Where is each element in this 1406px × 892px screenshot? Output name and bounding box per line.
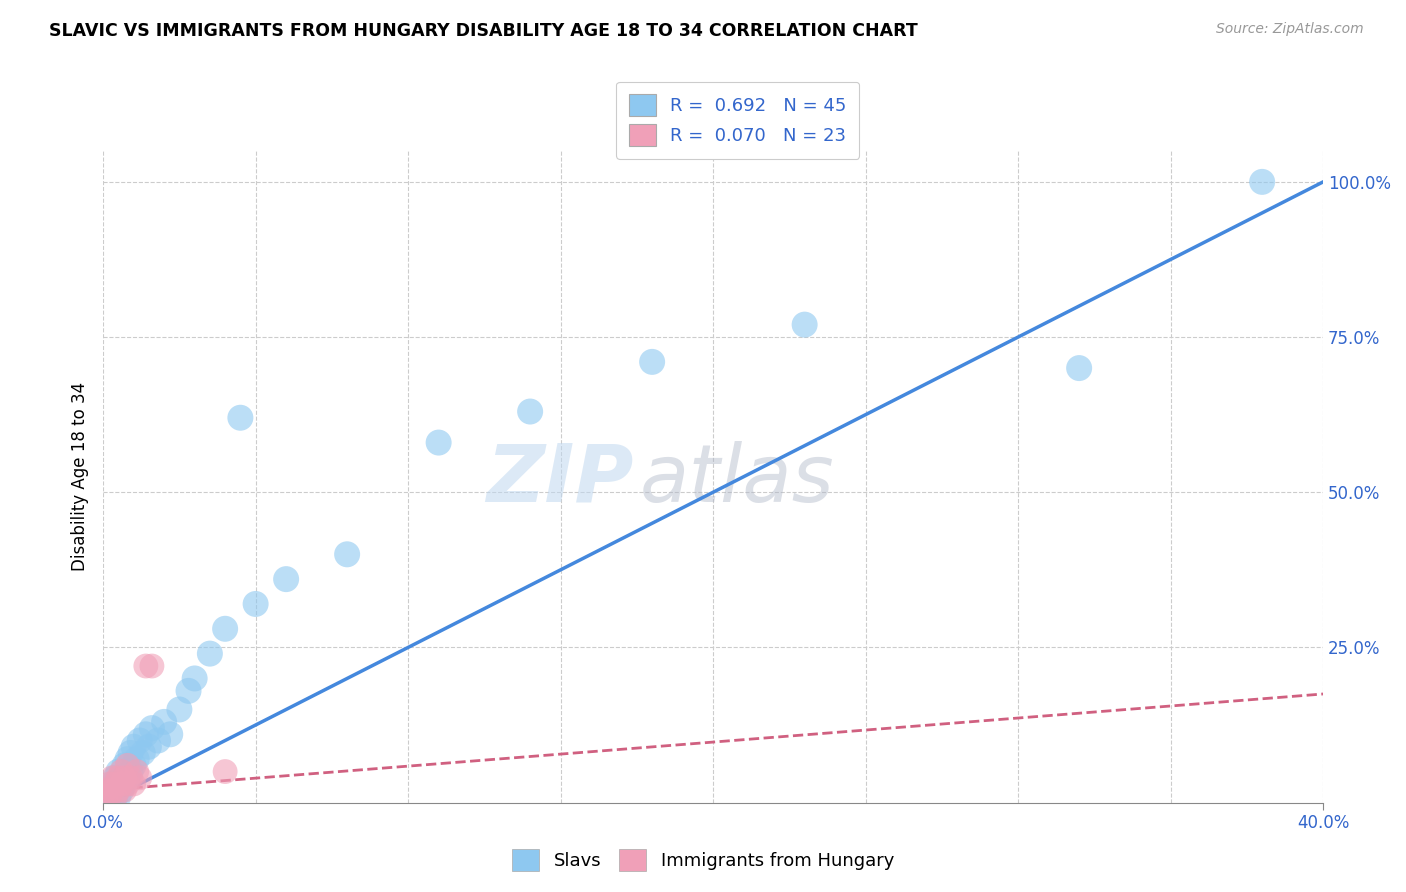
Point <box>104 789 127 804</box>
Point <box>336 547 359 561</box>
Point <box>114 758 136 772</box>
Point <box>117 758 139 772</box>
Point <box>101 783 124 797</box>
Point <box>104 783 127 797</box>
Point <box>125 764 148 779</box>
Point <box>214 764 236 779</box>
Point <box>122 739 145 754</box>
Point <box>98 783 121 797</box>
Point <box>122 777 145 791</box>
Point <box>104 789 127 804</box>
Point <box>141 721 163 735</box>
Point <box>159 727 181 741</box>
Point <box>519 404 541 418</box>
Point <box>132 746 155 760</box>
Point <box>96 789 118 804</box>
Point <box>138 739 160 754</box>
Point <box>120 771 142 785</box>
Text: atlas: atlas <box>640 441 835 519</box>
Point <box>128 733 150 747</box>
Point <box>101 777 124 791</box>
Point <box>110 783 132 797</box>
Point <box>107 771 129 785</box>
Point <box>114 771 136 785</box>
Point <box>110 764 132 779</box>
Text: Source: ZipAtlas.com: Source: ZipAtlas.com <box>1216 22 1364 37</box>
Point <box>120 746 142 760</box>
Point <box>245 597 267 611</box>
Point <box>98 777 121 791</box>
Point <box>214 622 236 636</box>
Point <box>177 684 200 698</box>
Point <box>110 771 132 785</box>
Point <box>1069 361 1091 376</box>
Point <box>107 777 129 791</box>
Point <box>96 789 118 804</box>
Point <box>135 727 157 741</box>
Point <box>96 783 118 797</box>
Y-axis label: Disability Age 18 to 34: Disability Age 18 to 34 <box>72 382 89 571</box>
Point <box>641 355 664 369</box>
Legend: R =  0.692   N = 45, R =  0.070   N = 23: R = 0.692 N = 45, R = 0.070 N = 23 <box>616 82 859 159</box>
Point <box>120 764 142 779</box>
Point <box>153 714 176 729</box>
Point <box>107 783 129 797</box>
Point <box>117 771 139 785</box>
Point <box>229 410 252 425</box>
Text: ZIP: ZIP <box>486 441 634 519</box>
Point <box>101 783 124 797</box>
Point <box>276 572 298 586</box>
Point <box>122 758 145 772</box>
Point <box>114 783 136 797</box>
Point <box>141 659 163 673</box>
Point <box>198 647 221 661</box>
Point <box>117 752 139 766</box>
Point <box>117 777 139 791</box>
Point <box>125 752 148 766</box>
Point <box>107 789 129 804</box>
Point <box>146 733 169 747</box>
Legend: Slavs, Immigrants from Hungary: Slavs, Immigrants from Hungary <box>505 842 901 879</box>
Point <box>135 659 157 673</box>
Point <box>427 435 450 450</box>
Text: SLAVIC VS IMMIGRANTS FROM HUNGARY DISABILITY AGE 18 TO 34 CORRELATION CHART: SLAVIC VS IMMIGRANTS FROM HUNGARY DISABI… <box>49 22 918 40</box>
Point <box>104 771 127 785</box>
Point <box>1251 175 1274 189</box>
Point <box>128 771 150 785</box>
Point <box>98 789 121 804</box>
Point <box>183 672 205 686</box>
Point <box>169 702 191 716</box>
Point <box>101 771 124 785</box>
Point <box>107 764 129 779</box>
Point <box>104 777 127 791</box>
Point <box>793 318 815 332</box>
Point <box>110 777 132 791</box>
Point <box>114 777 136 791</box>
Point <box>98 789 121 804</box>
